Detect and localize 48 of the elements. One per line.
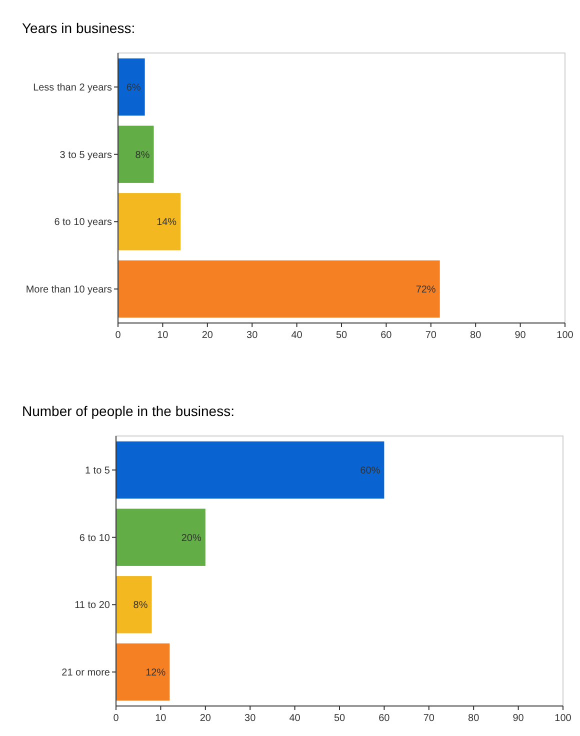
- x-tick-label: 60: [380, 330, 392, 341]
- x-tick-label: 50: [334, 713, 346, 724]
- x-tick-label: 20: [200, 713, 212, 724]
- x-tick-label: 40: [289, 713, 301, 724]
- data-label: 72%: [416, 284, 436, 296]
- y-tick-label: 6 to 10: [79, 532, 110, 544]
- x-tick-label: 90: [514, 330, 526, 341]
- chart-title: Years in business:: [22, 20, 136, 36]
- y-tick-label: More than 10 years: [26, 284, 112, 296]
- bar: [116, 576, 152, 634]
- x-tick-label: 0: [115, 330, 122, 341]
- x-tick-label: 0: [113, 713, 120, 724]
- data-label: 12%: [146, 667, 166, 678]
- x-tick-label: 20: [202, 330, 214, 341]
- x-tick-label: 50: [336, 330, 348, 341]
- data-label: 6%: [126, 82, 141, 94]
- bar: [118, 260, 440, 318]
- x-tick-label: 30: [244, 713, 256, 724]
- x-tick-label: 100: [556, 330, 574, 341]
- y-tick-label: 11 to 20: [74, 600, 110, 612]
- data-label: 20%: [181, 532, 202, 544]
- data-label: 60%: [360, 466, 380, 477]
- y-tick-label: Less than 2 years: [33, 82, 112, 94]
- x-tick-label: 80: [468, 713, 480, 724]
- bar: [116, 643, 170, 701]
- data-label: 8%: [135, 150, 150, 161]
- x-tick-label: 90: [512, 713, 524, 724]
- bar: [118, 193, 181, 250]
- x-tick-label: 40: [291, 330, 303, 341]
- x-tick-label: 100: [554, 713, 572, 724]
- x-tick-label: 70: [425, 330, 437, 341]
- bar: [116, 441, 384, 499]
- y-tick-label: 3 to 5 years: [60, 150, 112, 161]
- y-tick-label: 1 to 5: [84, 466, 110, 477]
- data-label: 14%: [156, 217, 177, 228]
- data-label: 8%: [133, 600, 148, 612]
- x-tick-label: 10: [155, 713, 167, 724]
- x-tick-label: 80: [470, 330, 482, 341]
- x-tick-label: 10: [157, 330, 169, 341]
- y-tick-label: 6 to 10 years: [54, 217, 112, 228]
- x-tick-label: 70: [423, 713, 435, 724]
- bar: [118, 126, 154, 183]
- y-tick-label: 21 or more: [62, 667, 110, 678]
- bar: [116, 508, 206, 566]
- bar: [118, 58, 145, 116]
- x-tick-label: 30: [246, 330, 258, 341]
- x-tick-label: 60: [378, 713, 390, 724]
- chart-title: Number of people in the business:: [22, 403, 234, 419]
